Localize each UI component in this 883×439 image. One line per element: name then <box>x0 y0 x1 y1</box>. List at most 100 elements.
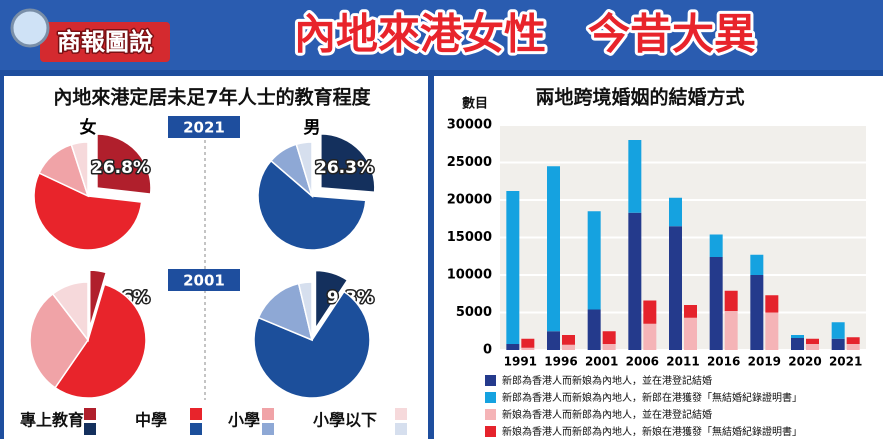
bar-segment <box>709 257 723 350</box>
pie-slice <box>320 133 376 194</box>
bar-segment <box>602 344 616 350</box>
legend-label: 新郎為香港人而新娘為內地人，並在港登記結婚 <box>502 374 712 387</box>
bar-segment <box>831 338 845 350</box>
bar-segment <box>506 344 520 350</box>
x-tick-label: 2019 <box>748 355 781 369</box>
bar-segment <box>669 226 682 350</box>
bar-segment <box>547 331 560 350</box>
pie-slice <box>253 290 371 399</box>
bar-segment <box>547 166 560 332</box>
legend-label: 中學 <box>135 411 167 430</box>
legend-swatch <box>395 408 407 420</box>
legend-swatch <box>395 423 407 435</box>
pie-slice <box>33 172 143 251</box>
legend-swatch <box>485 409 496 420</box>
y-tick-label: 15000 <box>447 230 492 245</box>
legend-swatch <box>190 408 202 420</box>
bar-title: 兩地跨境婚姻的結婚方式 <box>535 86 744 109</box>
x-tick-label: 2021 <box>829 355 862 369</box>
year-label: 2021 <box>183 119 225 137</box>
legend-label: 小學 <box>228 411 260 430</box>
gender-label: 男 <box>304 118 321 138</box>
bar-segment <box>521 347 535 350</box>
logo: 商報圖說 <box>57 28 153 56</box>
bar-segment <box>750 275 764 350</box>
pie-slice <box>70 141 89 197</box>
pie-slice <box>257 159 367 251</box>
bar-segment <box>806 338 819 344</box>
bar-segment <box>846 337 860 344</box>
legend-swatch <box>262 408 274 420</box>
y-tick-label: 10000 <box>447 268 492 283</box>
legend-label: 專上教育 <box>20 411 84 430</box>
legend-swatch <box>262 423 274 435</box>
logo-box <box>40 22 170 62</box>
bar-segment <box>506 191 520 344</box>
y-tick-label: 5000 <box>456 305 492 320</box>
bar-segment <box>602 331 616 344</box>
legend-label: 新娘為香港人而新郎為內地人，並在港登記結婚 <box>502 408 712 421</box>
slice-label: 26.8% <box>91 158 150 178</box>
bar-segment <box>628 140 642 213</box>
legend-swatch <box>485 426 496 437</box>
pie-slice <box>297 281 313 341</box>
legend-label: 小學以下 <box>313 411 377 430</box>
y-tick-label: 30000 <box>447 118 492 133</box>
bar-segment <box>750 254 764 275</box>
legend-swatch <box>485 392 496 403</box>
legend-swatch <box>190 423 202 435</box>
x-tick-label: 2016 <box>707 355 740 369</box>
y-axis-label: 數目 <box>462 96 488 112</box>
bar-segment <box>684 305 697 318</box>
y-tick-label: 0 <box>483 343 492 358</box>
bar-segment <box>562 335 575 345</box>
year-box <box>168 269 240 291</box>
bar-segment <box>562 344 575 350</box>
bar-segment <box>724 311 738 350</box>
pie-slice <box>295 141 313 197</box>
x-tick-label: 2020 <box>788 355 821 369</box>
bar-segment <box>587 309 601 350</box>
pie-slice <box>96 133 152 195</box>
bar-segment <box>643 300 657 324</box>
legend-label: 新娘為香港人而新郎為內地人，新娘在港獲發「無結婚紀錄證明書」 <box>502 425 802 438</box>
year-label: 2001 <box>183 272 225 290</box>
bar-segment <box>765 295 779 313</box>
bar-segment <box>846 344 860 350</box>
bar-segment <box>724 290 738 311</box>
bar-segment <box>628 212 642 350</box>
pie-slice <box>51 281 89 343</box>
bar-segment <box>806 344 819 350</box>
slice-label: 26.3% <box>315 158 374 178</box>
x-tick-label: 1996 <box>544 355 577 369</box>
header-title: 內地來港女性 今昔大異 <box>294 10 756 59</box>
logo-icon <box>10 8 50 48</box>
bar-segment <box>709 234 723 257</box>
y-tick-label: 20000 <box>447 193 492 208</box>
bar-segment <box>831 322 845 339</box>
pie-slice <box>257 282 314 342</box>
year-box <box>168 116 240 138</box>
x-tick-label: 2001 <box>585 355 618 369</box>
pie-slice <box>29 292 89 389</box>
x-tick-label: 2011 <box>666 355 699 369</box>
bar-segment <box>669 197 682 227</box>
bar-segment <box>521 338 535 348</box>
pie-slice <box>88 269 108 329</box>
bar-segment <box>684 317 697 350</box>
bar-segment <box>587 211 601 310</box>
pie-slice <box>54 283 147 399</box>
bar-segment <box>791 335 804 338</box>
bar-segment <box>765 312 779 350</box>
pie-slice <box>314 269 349 332</box>
bar-segment <box>643 323 657 350</box>
bar-segment <box>791 338 804 350</box>
pie-title: 內地來港定居未足7年人士的教育程度 <box>53 86 371 109</box>
x-tick-label: 2006 <box>626 355 659 369</box>
legend-swatch <box>84 408 96 420</box>
legend-swatch <box>84 423 96 435</box>
legend-label: 新郎為香港人而新娘為內地人，新郎在港獲發「無結婚紀錄證明書」 <box>502 391 802 404</box>
legend-swatch <box>485 375 496 386</box>
gender-label: 女 <box>80 117 97 138</box>
y-tick-label: 25000 <box>447 155 492 170</box>
